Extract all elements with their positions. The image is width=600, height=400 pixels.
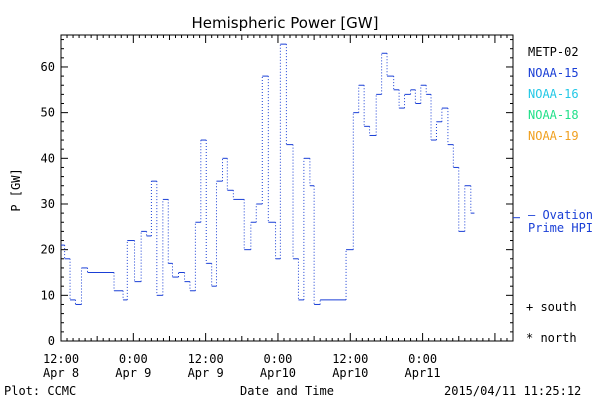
y-tick-label: 0 (48, 334, 55, 348)
x-tick-date-label: Apr10 (260, 366, 296, 380)
x-tick-label: 0:00 (264, 352, 293, 366)
y-tick-label: 60 (41, 60, 55, 74)
x-tick-date-label: Apr 9 (115, 366, 151, 380)
y-axis: 0 10 20 30 40 50 60 (41, 39, 513, 348)
ovation-label-line1: — Ovation (528, 208, 593, 222)
x-tick-label: 0:00 (408, 352, 437, 366)
legend: METP-02 NOAA-15 NOAA-16 NOAA-18 NOAA-19 (528, 45, 579, 143)
north-marker-label: * north (526, 331, 577, 345)
x-tick-label: 0:00 (119, 352, 148, 366)
chart-title: Hemispheric Power [GW] (192, 14, 379, 32)
x-tick-date-label: Apr10 (332, 366, 368, 380)
footer-source: Plot: CCMC (4, 384, 76, 398)
legend-entry-noaa-18: NOAA-18 (528, 108, 579, 122)
y-axis-label: P [GW] (9, 168, 23, 211)
x-tick-label: 12:00 (43, 352, 79, 366)
legend-entry-metp-02: METP-02 (528, 45, 579, 59)
x-tick-date-label: Apr 9 (188, 366, 224, 380)
x-tick-date-label: Apr 8 (43, 366, 79, 380)
legend-entry-noaa-19: NOAA-19 (528, 129, 579, 143)
series-layer (61, 43, 475, 305)
legend-entry-noaa-16: NOAA-16 (528, 87, 579, 101)
footer-timestamp: 2015/04/11 11:25:12 (444, 384, 581, 398)
ovation-annotation: — Ovation Prime HPI (513, 208, 593, 235)
y-tick-label: 40 (41, 151, 55, 165)
series-noaa-15 (61, 43, 475, 305)
x-tick-date-label: Apr11 (405, 366, 441, 380)
y-tick-label: 30 (41, 197, 55, 211)
y-tick-label: 50 (41, 106, 55, 120)
legend-entry-noaa-15: NOAA-15 (528, 66, 579, 80)
x-tick-label: 12:00 (332, 352, 368, 366)
y-tick-label: 10 (41, 288, 55, 302)
ovation-label-line2: Prime HPI (528, 221, 593, 235)
south-marker-label: + south (526, 300, 577, 314)
plot-frame (60, 34, 514, 342)
x-axis-label: Date and Time (240, 384, 334, 398)
x-tick-label: 12:00 (188, 352, 224, 366)
y-tick-label: 20 (41, 243, 55, 257)
